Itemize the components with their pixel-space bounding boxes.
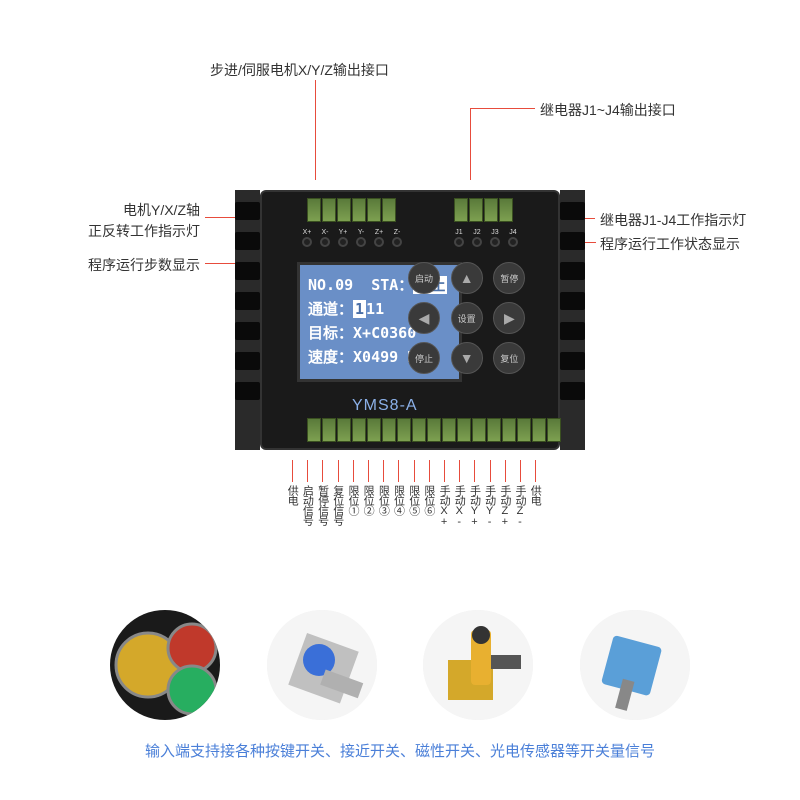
line	[368, 460, 369, 482]
lcd-sta-label: STA：	[371, 276, 413, 294]
terminal-label: 限位①	[344, 485, 359, 527]
keypad-button[interactable]: ▶	[493, 302, 525, 334]
line	[414, 460, 415, 482]
sensor-photoelectric	[423, 610, 533, 720]
din-rail	[235, 190, 260, 450]
led-X-: X-	[320, 229, 330, 247]
terminal-label: 手动X+	[435, 485, 450, 527]
keypad-button[interactable]: 复位	[493, 342, 525, 374]
terminal-label: 限位②	[359, 485, 374, 527]
led-J3: J3	[490, 229, 500, 247]
led-J1: J1	[454, 229, 464, 247]
line	[307, 460, 308, 482]
callout-relay-output: 继电器J1~J4输出接口	[540, 100, 676, 120]
callout-program-status: 程序运行工作状态显示	[600, 234, 740, 254]
terminal-strip-top-right	[454, 198, 513, 222]
keypad: 启动 ▲ 暂停 ◀ 设置 ▶ 停止 ▼ 复位	[408, 262, 528, 374]
lcd-target-label: 目标：	[308, 324, 353, 342]
callout-step-count: 程序运行步数显示	[60, 255, 200, 275]
line	[490, 460, 491, 482]
callout-motor-leds: 电机Y/X/Z轴 正反转工作指示灯	[60, 200, 200, 242]
sensor-inductive	[580, 610, 690, 720]
sensor-examples	[110, 610, 690, 720]
line	[292, 460, 293, 482]
line	[383, 460, 384, 482]
keypad-button[interactable]: ◀	[408, 302, 440, 334]
callout-relay-leds: 继电器J1-J4工作指示灯	[600, 210, 746, 230]
sensor-proximity	[267, 610, 377, 720]
keypad-button[interactable]: 暂停	[493, 262, 525, 294]
led-row-right: J1 J2 J3 J4	[454, 228, 518, 248]
model-label: YMS8-A	[352, 397, 418, 415]
footer-text: 输入端支持接各种按键开关、接近开关、磁性开关、光电传感器等开关量信号	[0, 740, 800, 761]
lcd-ch-rest: 11	[366, 300, 384, 318]
line	[520, 460, 521, 482]
terminal-label: 手动Y-	[480, 485, 495, 527]
sensor-pushbutton	[110, 610, 220, 720]
device-body: X+X-Y+Y-Z+Z- J1J2J3J4 NO.09 STA：停止 通道：11…	[260, 190, 560, 450]
line	[474, 460, 475, 482]
terminal-label: 手动Y+	[465, 485, 480, 527]
terminal-label: 手动Z+	[496, 485, 511, 527]
line	[398, 460, 399, 482]
line	[353, 460, 354, 482]
line	[338, 460, 339, 482]
keypad-button[interactable]: 启动	[408, 262, 440, 294]
txt: 正反转工作指示灯	[88, 223, 200, 239]
keypad-button[interactable]: ▲	[451, 262, 483, 294]
terminal-label: 手动Z-	[511, 485, 526, 527]
line	[505, 460, 506, 482]
line	[322, 460, 323, 482]
bottom-labels: 供电启动信号暂停信号复位信号限位①限位②限位③限位④限位⑤限位⑥手动X+手动X-…	[283, 485, 643, 527]
led-Z+: Z+	[374, 229, 384, 247]
keypad-button[interactable]: ▼	[451, 342, 483, 374]
terminal-label: 暂停信号	[313, 485, 328, 527]
lcd-prog-num: NO.09	[308, 276, 353, 294]
lcd-ch-val: 1	[353, 300, 366, 318]
lcd-speed-label: 速度：	[308, 348, 353, 366]
terminal-label: 启动信号	[298, 485, 313, 527]
led-J4: J4	[508, 229, 518, 247]
terminal-label: 限位③	[374, 485, 389, 527]
line	[535, 460, 536, 482]
terminal-label: 限位⑤	[405, 485, 420, 527]
controller-device: X+X-Y+Y-Z+Z- J1J2J3J4 NO.09 STA：停止 通道：11…	[240, 170, 580, 470]
lcd-ch-label: 通道：	[308, 300, 353, 318]
terminal-label: 限位④	[389, 485, 404, 527]
terminal-label: 限位⑥	[420, 485, 435, 527]
led-J2: J2	[472, 229, 482, 247]
terminal-label: 供电	[526, 485, 541, 527]
line	[444, 460, 445, 482]
led-Z-: Z-	[392, 229, 402, 247]
led-Y+: Y+	[338, 229, 348, 247]
line	[459, 460, 460, 482]
terminal-strip-bottom	[307, 418, 567, 442]
callout-stepper-output: 步进/伺服电机X/Y/Z输出接口	[210, 60, 389, 80]
din-rail	[560, 190, 585, 450]
led-Y-: Y-	[356, 229, 366, 247]
txt: 电机Y/X/Z轴	[123, 202, 200, 218]
terminal-label: 复位信号	[329, 485, 344, 527]
led-row-left: X+ X- Y+ Y- Z+ Z-	[302, 228, 402, 248]
line	[429, 460, 430, 482]
keypad-button[interactable]: 停止	[408, 342, 440, 374]
led-X+: X+	[302, 229, 312, 247]
terminal-strip-top-left	[307, 198, 396, 222]
terminal-label: 供电	[283, 485, 298, 527]
terminal-label: 手动X-	[450, 485, 465, 527]
line	[315, 80, 316, 180]
line	[470, 108, 535, 109]
keypad-button[interactable]: 设置	[451, 302, 483, 334]
